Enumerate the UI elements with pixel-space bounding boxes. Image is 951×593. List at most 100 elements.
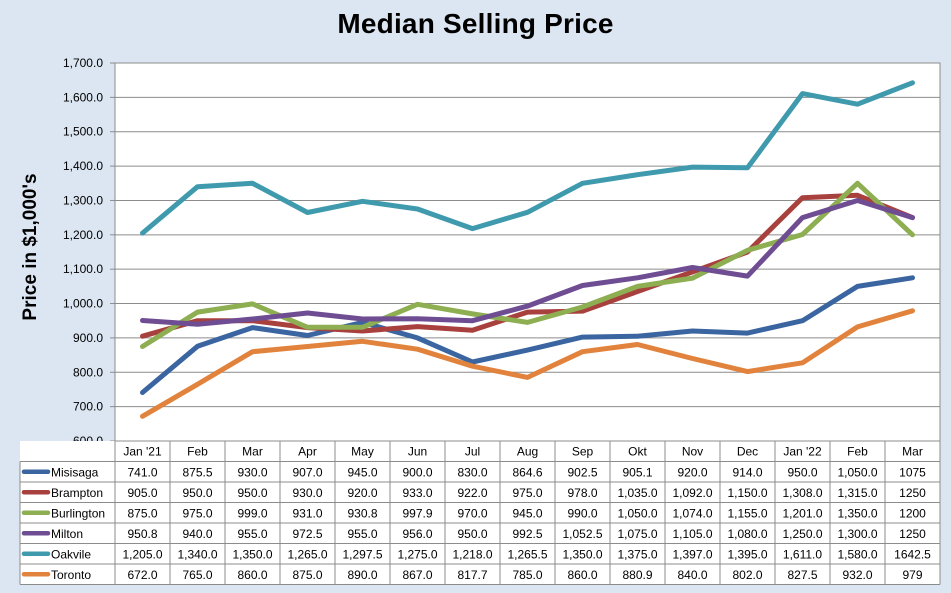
table-cell-value: 1,265.5 [507, 547, 547, 561]
table-cell-value: 785.0 [512, 568, 542, 582]
y-tick-label: 1,600.0 [63, 90, 103, 104]
y-tick-label: 1,400.0 [63, 159, 103, 173]
table-cell-value: 765.0 [182, 568, 212, 582]
table-cell-value: 955.0 [347, 527, 377, 541]
table-cell-value: 802.0 [732, 568, 762, 582]
x-tick-label: Apr [298, 445, 317, 459]
table-cell-value: 1,397.0 [672, 547, 712, 561]
table-cell-value: 1,050.0 [837, 465, 877, 479]
table-cell-value: 900.0 [402, 465, 432, 479]
table-cell-value: 1,297.5 [342, 547, 382, 561]
table-cell-value: 907.0 [292, 465, 322, 479]
legend-label: Misisaga [51, 465, 99, 479]
table-cell-value: 1,105.0 [672, 527, 712, 541]
table-cell-value: 975.0 [512, 486, 542, 500]
table-background [20, 441, 940, 585]
y-tick-label: 1,300.0 [63, 193, 103, 207]
table-cell-value: 975.0 [182, 506, 212, 520]
table-cell-value: 905.1 [622, 465, 652, 479]
y-tick-label: 700.0 [73, 400, 103, 414]
table-cell-value: 1,265.0 [287, 547, 327, 561]
table-cell-value: 827.5 [787, 568, 817, 582]
table-cell-value: 840.0 [677, 568, 707, 582]
table-cell-value: 1,315.0 [837, 486, 877, 500]
table-cell-value: 875.0 [127, 506, 157, 520]
y-tick-label: 1,000.0 [63, 297, 103, 311]
x-tick-label: Dec [737, 445, 758, 459]
table-cell-value: 1,218.0 [452, 547, 492, 561]
legend-label: Brampton [51, 486, 103, 500]
table-cell-value: 1,375.0 [617, 547, 657, 561]
legend-label: Milton [51, 527, 83, 541]
legend-label: Oakvile [51, 547, 91, 561]
y-tick-label: 1,700.0 [63, 56, 103, 70]
table-cell-value: 1,580.0 [837, 547, 877, 561]
table-cell-value: 1642.5 [894, 547, 931, 561]
table-cell-value: 741.0 [127, 465, 157, 479]
table-cell-value: 1,201.0 [782, 506, 822, 520]
table-cell-value: 933.0 [402, 486, 432, 500]
x-tick-label: Aug [517, 445, 538, 459]
table-cell-value: 997.9 [402, 506, 432, 520]
table-cell-value: 932.0 [842, 568, 872, 582]
table-cell-value: 1075 [899, 465, 926, 479]
table-cell-value: 860.0 [237, 568, 267, 582]
table-cell-value: 950.0 [237, 486, 267, 500]
table-cell-value: 830.0 [457, 465, 487, 479]
table-cell-value: 1,035.0 [617, 486, 657, 500]
table-cell-value: 1250 [899, 527, 926, 541]
y-tick-label: 1,500.0 [63, 125, 103, 139]
table-cell-value: 1,092.0 [672, 486, 712, 500]
table-cell-value: 940.0 [182, 527, 212, 541]
table-cell-value: 890.0 [347, 568, 377, 582]
plot-area [114, 62, 941, 442]
table-cell-value: 1,340.0 [177, 547, 217, 561]
table-cell-value: 1,150.0 [727, 486, 767, 500]
table-cell-value: 1,395.0 [727, 547, 767, 561]
y-axis-ticks: 600.0700.0800.0900.01,000.01,100.01,200.… [63, 56, 115, 448]
table-cell-value: 950.0 [787, 465, 817, 479]
x-tick-label: May [351, 445, 374, 459]
table-cell-value: 920.0 [677, 465, 707, 479]
x-tick-label: Jan '21 [123, 445, 162, 459]
table-cell-value: 1200 [899, 506, 926, 520]
x-tick-label: Sep [572, 445, 594, 459]
legend-label: Burlington [51, 506, 105, 520]
table-cell-value: 955.0 [237, 527, 267, 541]
table-cell-value: 930.8 [347, 506, 377, 520]
table-cell-value: 817.7 [457, 568, 487, 582]
y-tick-label: 900.0 [73, 331, 103, 345]
table-cell-value: 1,050.0 [617, 506, 657, 520]
table-cell-value: 1,080.0 [727, 527, 767, 541]
chart-title: Median Selling Price [337, 8, 614, 39]
x-tick-label: Mar [902, 445, 923, 459]
series-lines [140, 80, 915, 419]
x-tick-label: Jul [465, 445, 480, 459]
series-line-oakvile [140, 80, 915, 236]
table-cell-value: 902.5 [567, 465, 597, 479]
table-cell-value: 979 [902, 568, 922, 582]
table-cell-value: 880.9 [622, 568, 652, 582]
x-tick-label: Jun [408, 445, 427, 459]
legend-label: Toronto [51, 568, 91, 582]
table-cell-value: 950.0 [182, 486, 212, 500]
table-cell-value: 950.0 [457, 527, 487, 541]
table-cell-value: 1,308.0 [782, 486, 822, 500]
x-tick-label: Feb [187, 445, 208, 459]
y-tick-label: 1,100.0 [63, 262, 103, 276]
table-cell-value: 905.0 [127, 486, 157, 500]
table-cell-value: 1250 [899, 486, 926, 500]
table-cell-value: 1,155.0 [727, 506, 767, 520]
table-cell-value: 1,075.0 [617, 527, 657, 541]
table-cell-value: 956.0 [402, 527, 432, 541]
y-tick-label: 800.0 [73, 365, 103, 379]
table-cell-value: 867.0 [402, 568, 432, 582]
table-cell-value: 1,074.0 [672, 506, 712, 520]
x-tick-label: Jan '22 [783, 445, 822, 459]
data-table: Jan '21 Feb Mar Apr May Jun Jul Aug Sep Okt Nov Dec… [19, 440, 941, 585]
series-line-toronto [140, 308, 915, 419]
table-cell-value: 992.5 [512, 527, 542, 541]
table-cell-value: 1,350.0 [837, 506, 877, 520]
x-tick-label: Feb [847, 445, 868, 459]
